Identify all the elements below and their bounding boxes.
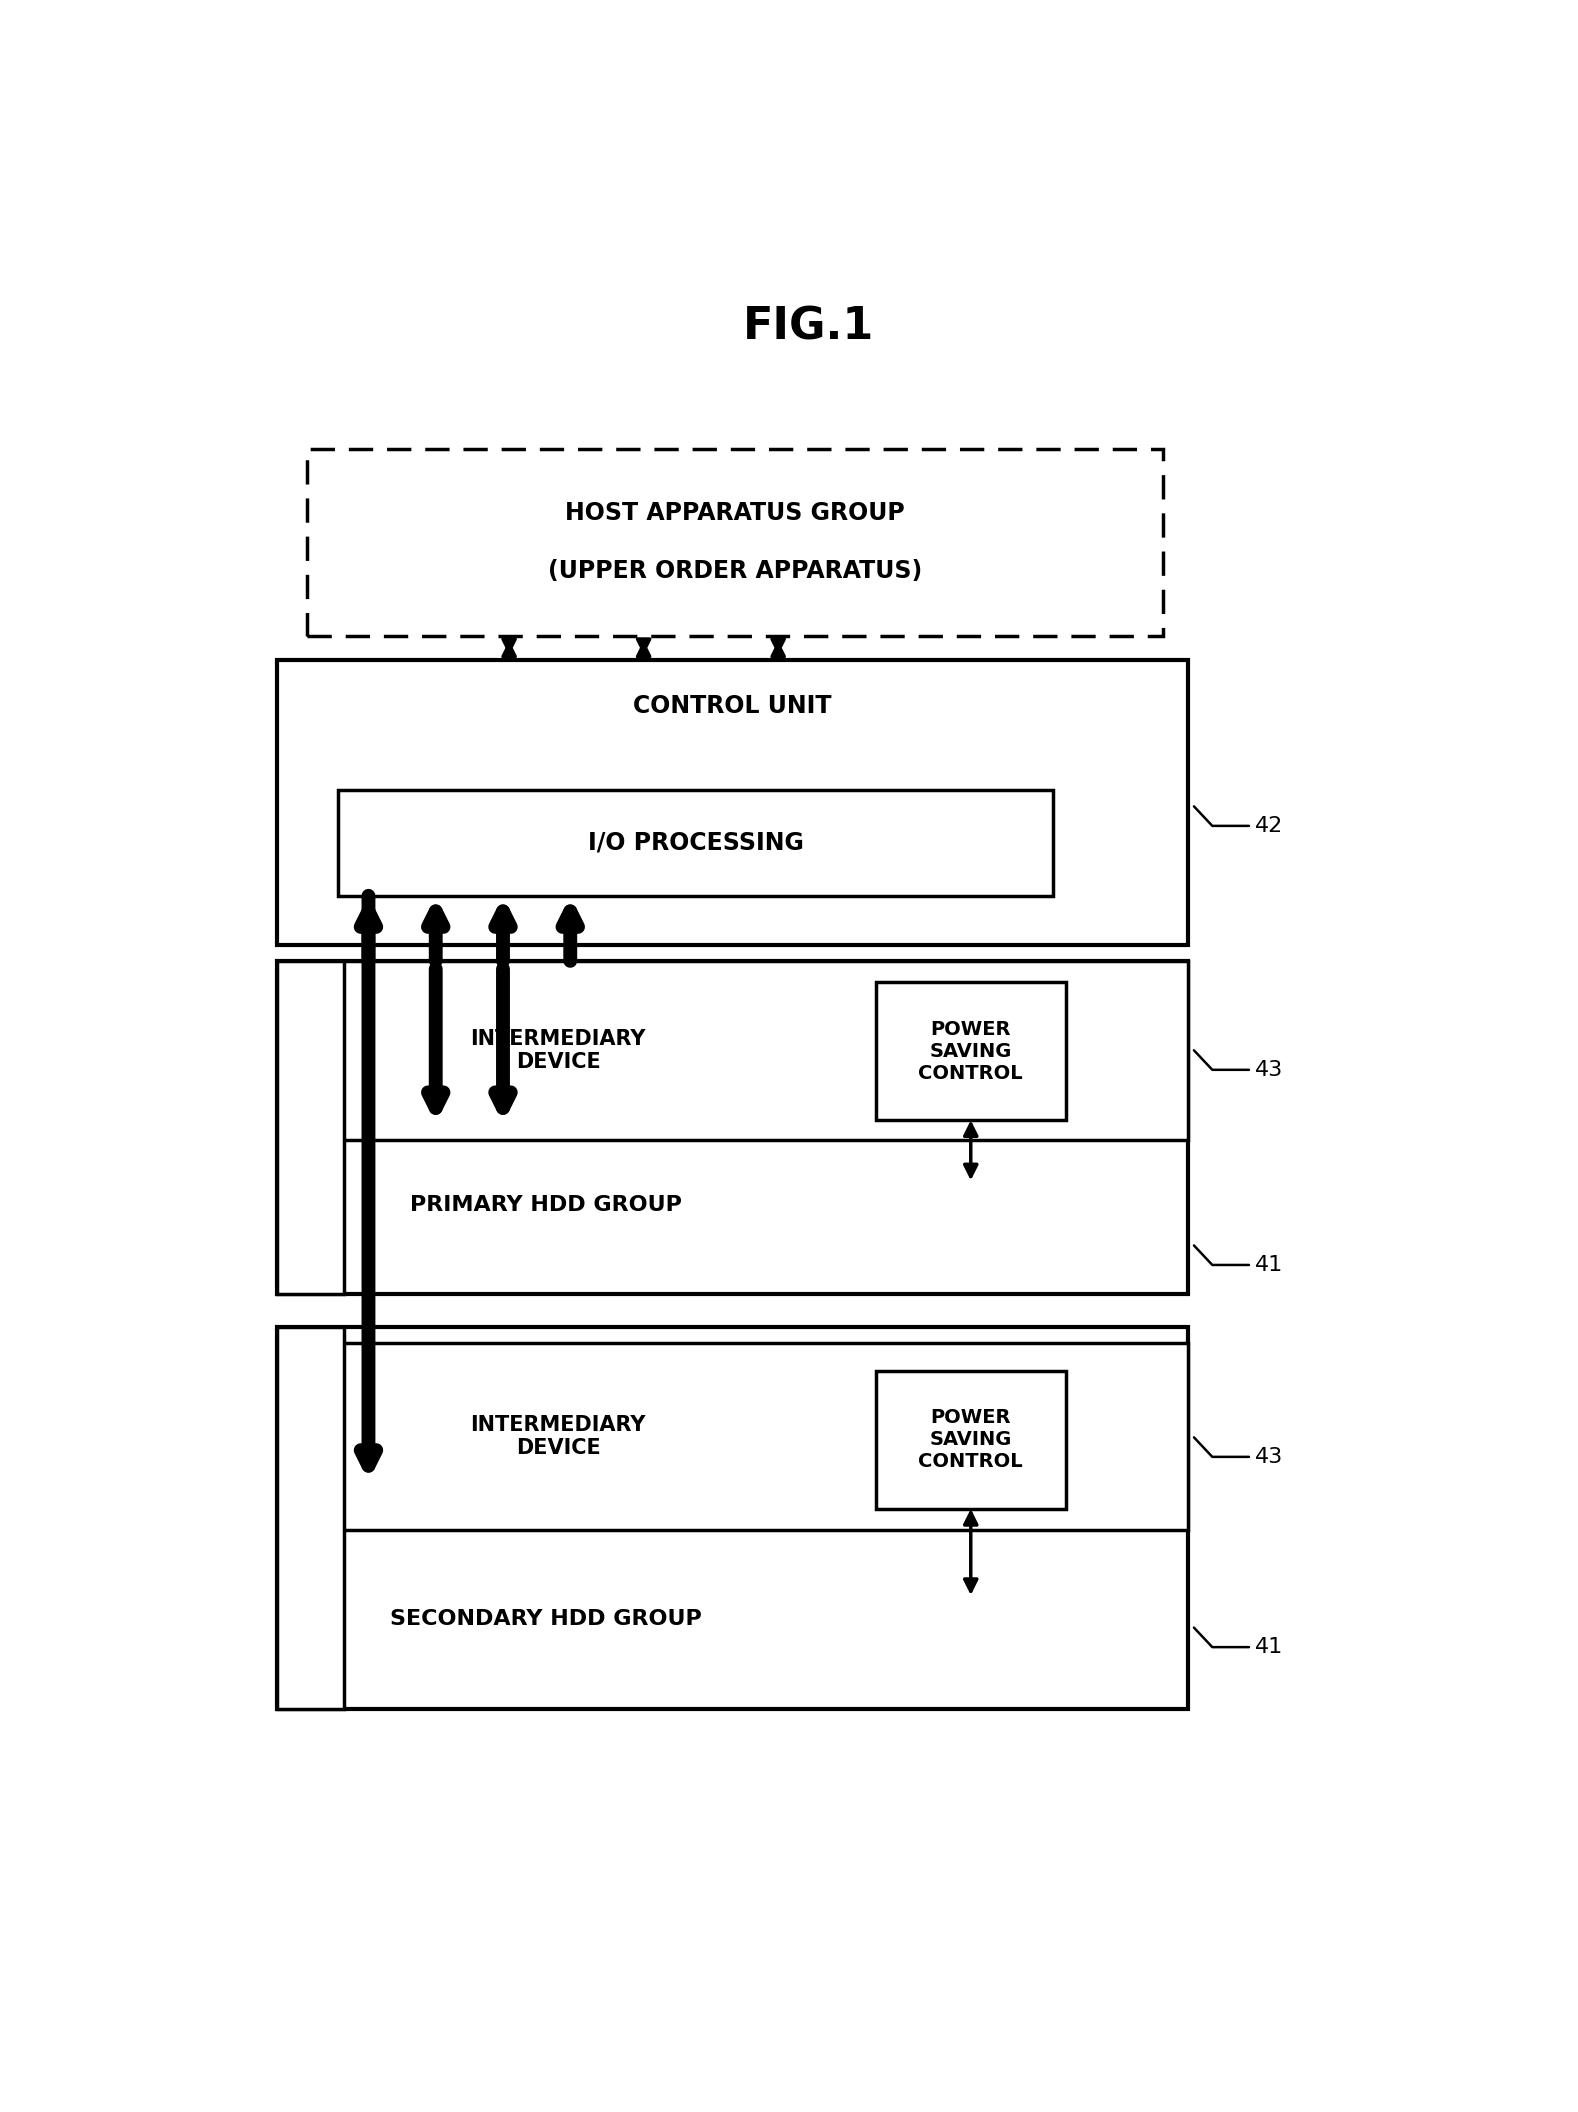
Text: INTERMEDIARY
DEVICE: INTERMEDIARY DEVICE <box>470 1029 645 1073</box>
Text: POWER
SAVING
CONTROL: POWER SAVING CONTROL <box>918 1020 1023 1083</box>
Bar <box>276 659 1188 944</box>
Text: 42: 42 <box>1255 815 1283 836</box>
Bar <box>276 1326 344 1709</box>
Text: 41: 41 <box>1255 1637 1283 1658</box>
Bar <box>276 1326 1188 1709</box>
Text: INTERMEDIARY
DEVICE: INTERMEDIARY DEVICE <box>470 1415 645 1457</box>
Text: HOST APPARATUS GROUP: HOST APPARATUS GROUP <box>565 501 906 524</box>
Text: POWER
SAVING
CONTROL: POWER SAVING CONTROL <box>918 1409 1023 1472</box>
Text: PRIMARY HDD GROUP: PRIMARY HDD GROUP <box>410 1195 682 1214</box>
Bar <box>876 982 1065 1119</box>
Bar <box>276 1343 1188 1529</box>
Bar <box>876 1371 1065 1508</box>
Text: 43: 43 <box>1255 1447 1283 1468</box>
Text: CONTROL UNIT: CONTROL UNIT <box>633 693 832 718</box>
Text: SECONDARY HDD GROUP: SECONDARY HDD GROUP <box>390 1609 702 1630</box>
Bar <box>276 961 344 1295</box>
Text: 43: 43 <box>1255 1060 1283 1079</box>
Bar <box>308 448 1163 636</box>
Bar <box>338 790 1054 895</box>
Text: FIG.1: FIG.1 <box>743 304 874 348</box>
Bar <box>276 961 1188 1295</box>
Text: I/O PROCESSING: I/O PROCESSING <box>587 830 803 855</box>
Text: (UPPER ORDER APPARATUS): (UPPER ORDER APPARATUS) <box>548 560 923 583</box>
Bar <box>276 961 1188 1140</box>
Text: 41: 41 <box>1255 1255 1283 1276</box>
